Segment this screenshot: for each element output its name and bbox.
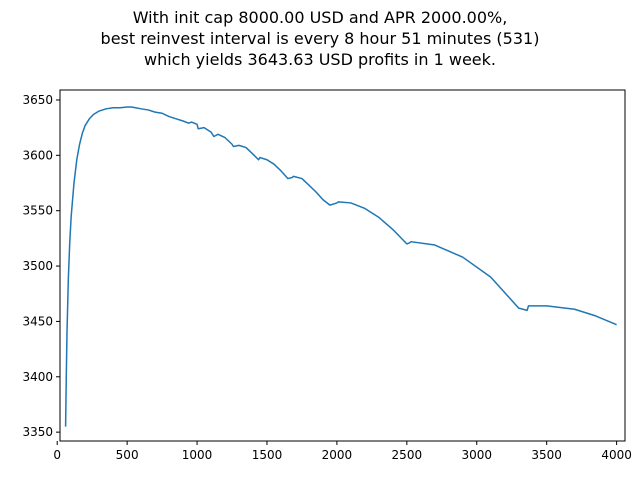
- x-tick-label: 500: [116, 448, 139, 462]
- y-tick-label: 3450: [22, 314, 53, 328]
- y-tick-label: 3650: [22, 93, 53, 107]
- y-tick-label: 3600: [22, 148, 53, 162]
- axes-frame: [59, 89, 626, 442]
- x-tick-label: 1500: [252, 448, 283, 462]
- plot-area: [64, 106, 617, 427]
- title-line-2: best reinvest interval is every 8 hour 5…: [101, 29, 540, 48]
- y-tick-label: 3350: [22, 425, 53, 439]
- title-line-3: which yields 3643.63 USD profits in 1 we…: [144, 50, 496, 69]
- x-tick-label: 3500: [531, 448, 562, 462]
- x-tick-label: 0: [53, 448, 61, 462]
- x-tick-label: 4000: [601, 448, 632, 462]
- y-tick-label: 3550: [22, 204, 53, 218]
- y-axis: 3350 3400 3450 3500 3550 3600 3650: [22, 93, 60, 439]
- chart-title: With init cap 8000.00 USD and APR 2000.0…: [101, 8, 540, 69]
- x-tick-label: 2000: [322, 448, 353, 462]
- title-line-1: With init cap 8000.00 USD and APR 2000.0…: [133, 8, 508, 27]
- x-tick-label: 2500: [392, 448, 423, 462]
- y-tick-label: 3400: [22, 370, 53, 384]
- x-tick-label: 3000: [461, 448, 492, 462]
- x-tick-label: 1000: [182, 448, 213, 462]
- x-axis: 0 500 1000 1500 2000 2500 3000 3500 4000: [53, 441, 632, 462]
- y-tick-label: 3500: [22, 259, 53, 273]
- series-line-0: [64, 106, 617, 427]
